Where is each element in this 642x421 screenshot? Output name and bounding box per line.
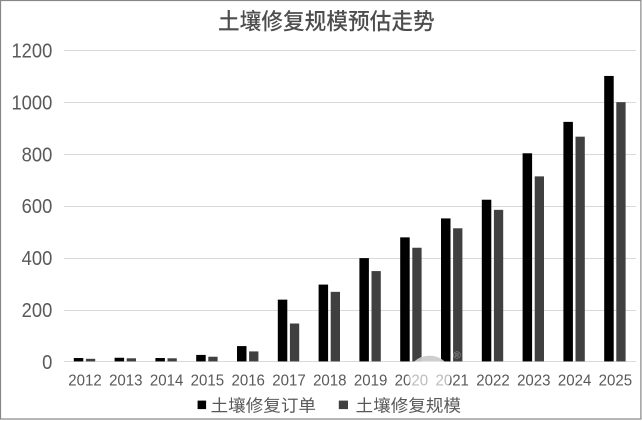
- svg-text:2017: 2017: [272, 372, 305, 390]
- svg-text:2023: 2023: [517, 372, 550, 390]
- svg-text:2013: 2013: [109, 372, 142, 390]
- svg-text:2016: 2016: [231, 372, 264, 390]
- svg-text:800: 800: [22, 143, 53, 166]
- svg-text:400: 400: [22, 247, 53, 270]
- svg-text:0: 0: [42, 351, 52, 374]
- svg-text:2024: 2024: [558, 372, 592, 390]
- svg-text:®: ®: [453, 349, 461, 361]
- svg-text:2015: 2015: [191, 372, 224, 390]
- svg-text:1200: 1200: [11, 40, 52, 63]
- svg-text:2025: 2025: [599, 372, 632, 390]
- svg-text:2018: 2018: [313, 372, 346, 390]
- svg-text:2019: 2019: [354, 372, 387, 390]
- svg-text:600: 600: [22, 195, 53, 218]
- svg-text:2012: 2012: [68, 372, 101, 390]
- svg-text:2022: 2022: [476, 372, 509, 390]
- svg-text:2014: 2014: [150, 372, 184, 390]
- svg-text:1000: 1000: [11, 91, 52, 114]
- svg-text:200: 200: [22, 299, 53, 322]
